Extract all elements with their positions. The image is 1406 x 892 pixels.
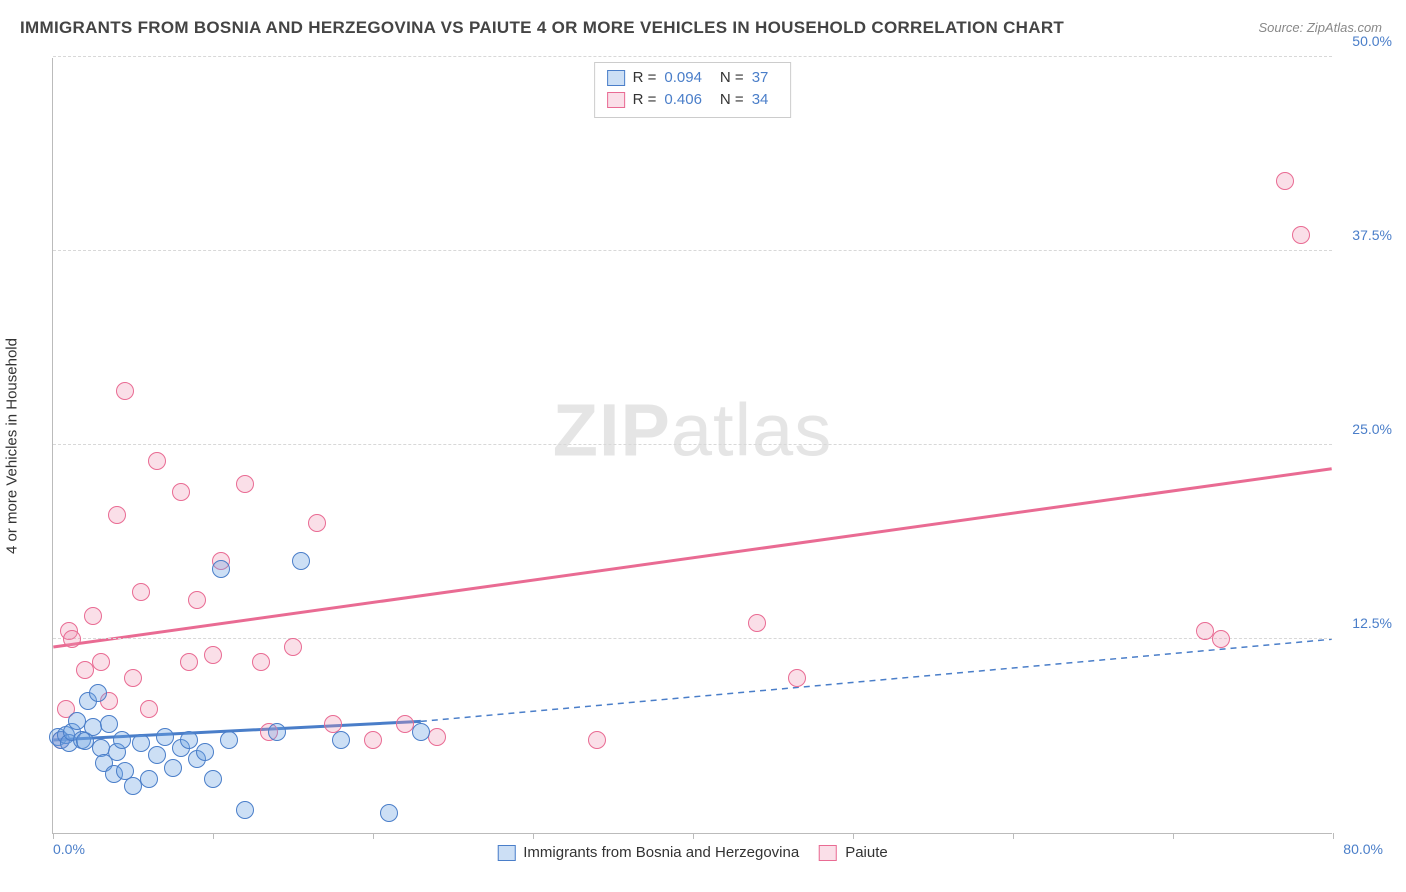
x-tick — [853, 833, 854, 839]
blue-marker — [332, 731, 350, 749]
trendline — [421, 639, 1332, 721]
pink-marker — [180, 653, 198, 671]
bottom-legend: Immigrants from Bosnia and Herzegovina Pa… — [497, 844, 888, 861]
blue-marker — [180, 731, 198, 749]
pink-marker — [204, 646, 222, 664]
plot-area: ZIPatlas R =0.094N =37R =0.406N =34 Immi… — [52, 58, 1332, 834]
legend-swatch — [819, 845, 837, 861]
y-tick-label: 50.0% — [1352, 33, 1392, 49]
y-axis-title: 4 or more Vehicles in Household — [4, 338, 21, 554]
y-tick-label: 37.5% — [1352, 227, 1392, 243]
pink-marker — [1276, 172, 1294, 190]
gridline-h — [53, 638, 1332, 639]
trendlines-layer — [53, 58, 1332, 833]
pink-marker — [364, 731, 382, 749]
x-tick — [533, 833, 534, 839]
gridline-h — [53, 250, 1332, 251]
pink-marker — [148, 452, 166, 470]
chart-title: IMMIGRANTS FROM BOSNIA AND HERZEGOVINA V… — [20, 18, 1064, 38]
blue-marker — [164, 759, 182, 777]
pink-marker — [188, 591, 206, 609]
y-tick-label: 25.0% — [1352, 421, 1392, 437]
pink-marker — [236, 475, 254, 493]
legend-item: Immigrants from Bosnia and Herzegovina — [497, 844, 799, 861]
blue-marker — [148, 746, 166, 764]
blue-marker — [380, 804, 398, 822]
pink-marker — [748, 614, 766, 632]
pink-marker — [308, 514, 326, 532]
blue-marker — [412, 723, 430, 741]
trendline — [53, 469, 1331, 647]
blue-marker — [196, 743, 214, 761]
x-tick — [693, 833, 694, 839]
blue-marker — [220, 731, 238, 749]
blue-marker — [292, 552, 310, 570]
blue-marker — [156, 728, 174, 746]
pink-marker — [63, 630, 81, 648]
blue-marker — [268, 723, 286, 741]
blue-marker — [132, 734, 150, 752]
blue-marker — [204, 770, 222, 788]
pink-marker — [252, 653, 270, 671]
pink-marker — [172, 483, 190, 501]
legend-item: Paiute — [819, 844, 888, 861]
x-tick — [213, 833, 214, 839]
blue-marker — [100, 715, 118, 733]
pink-marker — [92, 653, 110, 671]
pink-marker — [124, 669, 142, 687]
legend-swatch — [497, 845, 515, 861]
blue-marker — [140, 770, 158, 788]
pink-marker — [1292, 226, 1310, 244]
pink-marker — [284, 638, 302, 656]
y-tick-label: 12.5% — [1352, 615, 1392, 631]
legend-label: Immigrants from Bosnia and Herzegovina — [523, 844, 799, 861]
pink-marker — [588, 731, 606, 749]
pink-marker — [140, 700, 158, 718]
x-tick — [1333, 833, 1334, 839]
pink-marker — [428, 728, 446, 746]
pink-marker — [788, 669, 806, 687]
x-tick-label: 80.0% — [1343, 841, 1383, 857]
pink-marker — [116, 382, 134, 400]
legend-label: Paiute — [845, 844, 888, 861]
x-tick — [1173, 833, 1174, 839]
pink-marker — [108, 506, 126, 524]
blue-marker — [236, 801, 254, 819]
gridline-h — [53, 56, 1332, 57]
blue-marker — [89, 684, 107, 702]
x-tick — [1013, 833, 1014, 839]
x-tick — [53, 833, 54, 839]
pink-marker — [84, 607, 102, 625]
blue-marker — [212, 560, 230, 578]
blue-marker — [113, 731, 131, 749]
x-tick — [373, 833, 374, 839]
x-tick-label: 0.0% — [53, 841, 85, 857]
pink-marker — [1212, 630, 1230, 648]
gridline-h — [53, 444, 1332, 445]
pink-marker — [132, 583, 150, 601]
